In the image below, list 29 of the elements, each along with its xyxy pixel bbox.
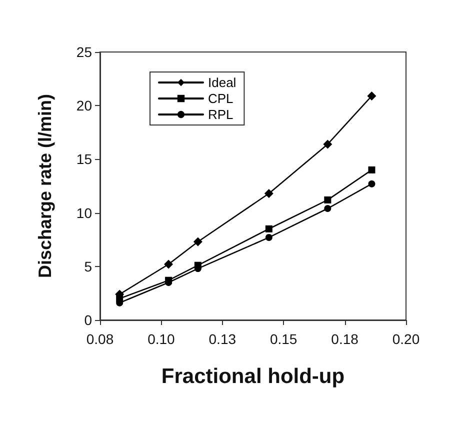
point (193, 237, 202, 246)
point (323, 140, 332, 149)
point (265, 234, 272, 241)
point (368, 180, 376, 188)
y-tick-label: 0 (84, 312, 92, 328)
x-tick-label: 0.15 (270, 331, 298, 347)
point (324, 205, 332, 212)
x-tick-label: 0.18 (331, 331, 359, 347)
y-tick-label: 10 (76, 204, 92, 221)
legend-label: RPL (208, 107, 234, 122)
legend-label: Ideal (208, 75, 236, 90)
point (264, 189, 274, 198)
y-axis-title: Discharge rate (l/min) (35, 94, 55, 278)
x-axis-title: Fractional hold-up (161, 365, 345, 388)
y-tick-label: 5 (84, 258, 92, 274)
point (324, 196, 332, 204)
y-tick-label: 25 (76, 44, 92, 60)
y-tick-label: 20 (76, 98, 92, 114)
point (367, 91, 376, 100)
x-tick-label: 0.10 (148, 331, 176, 347)
x-tick-label: 0.20 (392, 331, 420, 347)
x-tick-label: 0.08 (86, 331, 114, 347)
x-tick-label: 0.13 (208, 331, 236, 347)
point (194, 262, 202, 269)
point (265, 225, 272, 232)
legend-label: CPL (208, 91, 234, 106)
point (368, 166, 376, 174)
y-tick-label: 15 (76, 151, 92, 168)
point (164, 260, 174, 269)
